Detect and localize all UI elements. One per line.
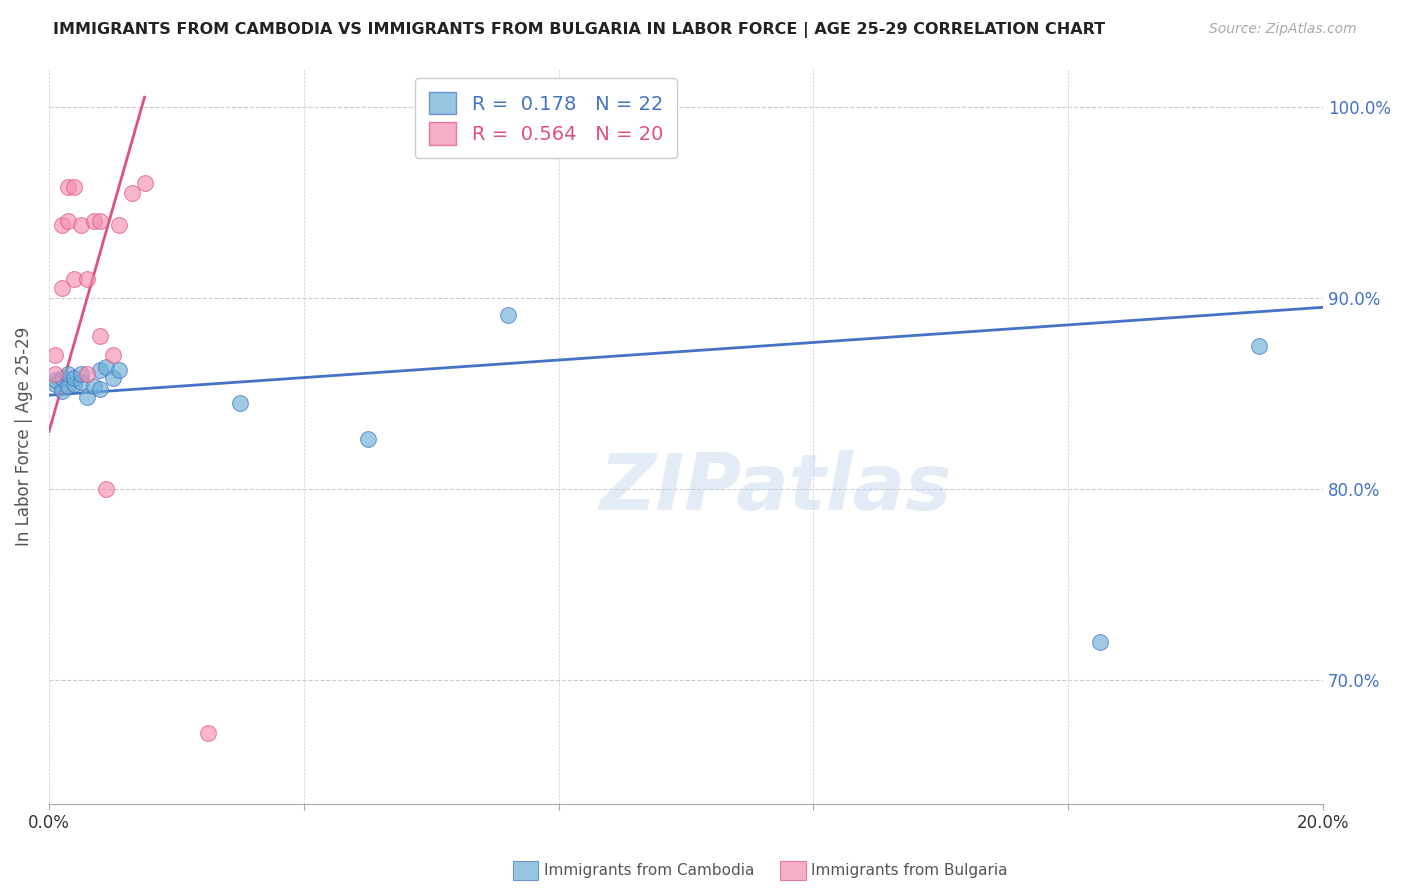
- Point: [96, 359, 118, 374]
- Point: [108, 363, 131, 377]
- Point: [96, 482, 118, 496]
- Point: [83, 378, 105, 392]
- Point: [69, 218, 91, 232]
- Y-axis label: In Labor Force | Age 25-29: In Labor Force | Age 25-29: [15, 326, 32, 546]
- Point: [356, 432, 378, 446]
- Point: [44, 373, 66, 387]
- Text: ZIPatlas: ZIPatlas: [599, 450, 952, 525]
- Point: [89, 383, 111, 397]
- Point: [89, 363, 111, 377]
- Point: [51, 281, 73, 295]
- Point: [108, 218, 131, 232]
- Point: [101, 371, 124, 385]
- Point: [197, 726, 219, 740]
- Legend: R =  0.178   N = 22, R =  0.564   N = 20: R = 0.178 N = 22, R = 0.564 N = 20: [415, 78, 676, 158]
- Point: [63, 371, 86, 385]
- Point: [63, 376, 86, 391]
- Point: [56, 214, 79, 228]
- Text: Immigrants from Bulgaria: Immigrants from Bulgaria: [811, 863, 1008, 878]
- Point: [76, 271, 98, 285]
- Point: [44, 376, 66, 391]
- Point: [83, 214, 105, 228]
- Point: [89, 214, 111, 228]
- Point: [69, 367, 91, 381]
- Point: [51, 371, 73, 385]
- Point: [44, 367, 66, 381]
- Text: Immigrants from Cambodia: Immigrants from Cambodia: [544, 863, 755, 878]
- Point: [1249, 338, 1271, 352]
- Point: [134, 176, 156, 190]
- Point: [51, 384, 73, 399]
- Point: [496, 308, 519, 322]
- Point: [76, 367, 98, 381]
- Point: [63, 271, 86, 285]
- Point: [69, 375, 91, 389]
- Point: [121, 186, 143, 200]
- Point: [51, 218, 73, 232]
- Text: IMMIGRANTS FROM CAMBODIA VS IMMIGRANTS FROM BULGARIA IN LABOR FORCE | AGE 25-29 : IMMIGRANTS FROM CAMBODIA VS IMMIGRANTS F…: [53, 22, 1105, 38]
- Point: [101, 348, 124, 362]
- Text: Source: ZipAtlas.com: Source: ZipAtlas.com: [1209, 22, 1357, 37]
- Point: [229, 396, 252, 410]
- Point: [1088, 634, 1111, 648]
- Point: [63, 180, 86, 194]
- Point: [76, 390, 98, 404]
- Point: [89, 329, 111, 343]
- Point: [56, 367, 79, 381]
- Point: [44, 348, 66, 362]
- Point: [56, 378, 79, 392]
- Point: [56, 180, 79, 194]
